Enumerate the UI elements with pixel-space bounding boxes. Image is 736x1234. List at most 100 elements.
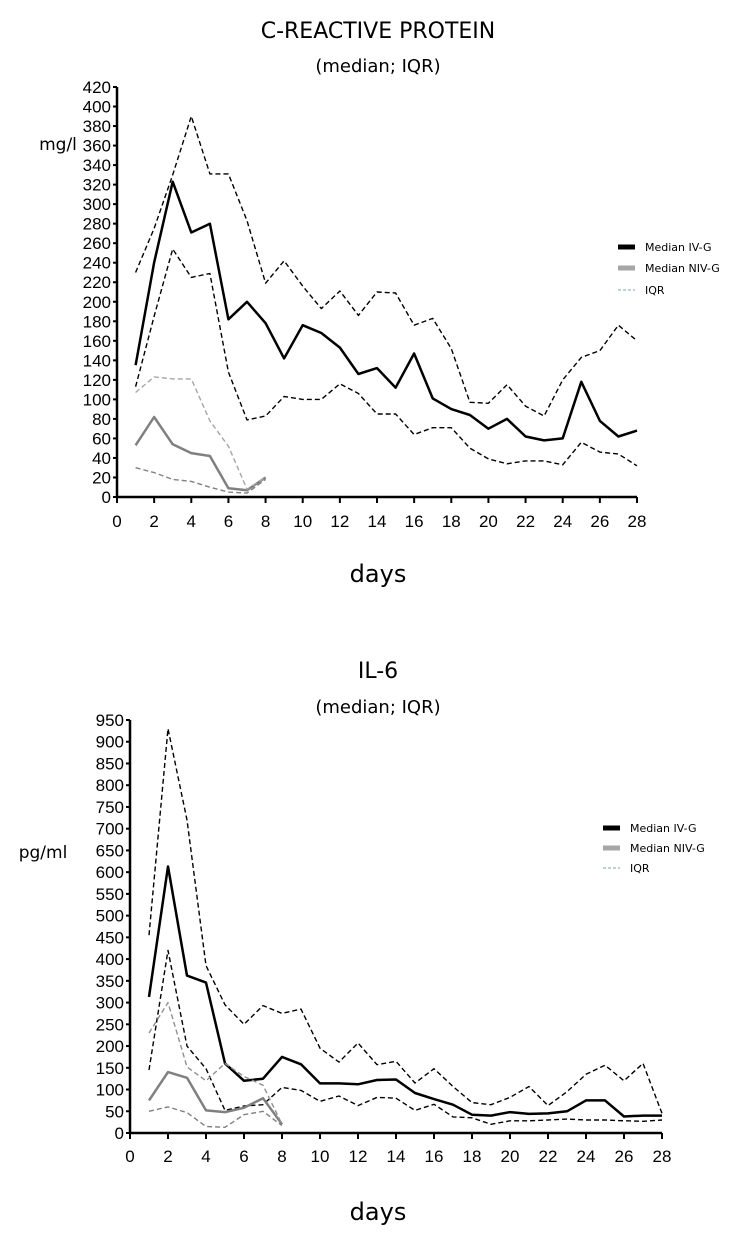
x-tick-label: 0 — [112, 512, 121, 531]
y-tick-label: 300 — [96, 994, 124, 1013]
y-tick-label: 320 — [83, 176, 111, 195]
y-tick-label: 900 — [96, 733, 124, 752]
y-tick-label: 380 — [83, 117, 111, 136]
y-tick-label: 20 — [92, 468, 111, 487]
series-line-iqr-niv-g-lower — [135, 467, 267, 494]
y-tick-label: 850 — [96, 754, 124, 773]
legend-label: Median IV-G — [645, 241, 712, 254]
legend-label: Median IV-G — [630, 822, 697, 835]
y-tick-label: 350 — [96, 972, 124, 991]
y-tick-label: 40 — [92, 449, 111, 468]
legend-label: IQR — [645, 284, 665, 297]
y-tick-label: 280 — [83, 215, 111, 234]
legend: Median IV-G Median NIV-G IQR — [603, 822, 705, 875]
x-tick-label: 10 — [311, 1147, 330, 1166]
x-tick-label: 4 — [187, 512, 196, 531]
series-line-iqr-niv-g-upper — [135, 376, 266, 490]
x-tick-label: 22 — [516, 512, 535, 531]
x-tick-label: 28 — [628, 512, 647, 531]
y-tick-label: 220 — [83, 273, 111, 292]
chart-title: IL-6 — [358, 659, 398, 684]
y-tick-label: 950 — [96, 711, 124, 730]
y-tick-label: 450 — [96, 928, 124, 947]
chart-title: C-REACTIVE PROTEIN — [261, 19, 496, 44]
x-tick-label: 18 — [463, 1147, 482, 1166]
y-tick-label: 80 — [92, 410, 111, 429]
x-tick-label: 18 — [442, 512, 461, 531]
y-tick-label: 500 — [96, 907, 124, 926]
series-line-iqr-niv-g-lower — [148, 1106, 283, 1129]
x-tick-label: 14 — [387, 1147, 406, 1166]
x-tick-label: 2 — [163, 1147, 172, 1166]
x-tick-label: 28 — [653, 1147, 672, 1166]
x-tick-label: 10 — [293, 512, 312, 531]
x-axis-label: days — [350, 1198, 407, 1226]
x-tick-label: 16 — [405, 512, 424, 531]
y-tick-label: 200 — [96, 1037, 124, 1056]
x-tick-label: 12 — [330, 512, 349, 531]
x-tick-label: 20 — [501, 1147, 520, 1166]
x-tick-label: 26 — [590, 512, 609, 531]
y-tick-label: 420 — [83, 78, 111, 97]
series-line-iqr-niv-g-upper — [148, 1001, 283, 1125]
series-line-iqr-iv-g-upper — [148, 728, 663, 1114]
x-tick-label: 0 — [125, 1147, 134, 1166]
legend-label: Median NIV-G — [645, 262, 720, 275]
x-tick-label: 2 — [149, 512, 158, 531]
legend-label: Median NIV-G — [630, 842, 705, 855]
series-line-median-niv-g — [147, 1070, 284, 1126]
series-line-median-iv-g — [147, 865, 662, 1118]
y-tick-label: 700 — [96, 820, 124, 839]
x-tick-label: 26 — [615, 1147, 634, 1166]
x-tick-label: 6 — [224, 512, 233, 531]
legend-label: IQR — [630, 862, 650, 875]
y-tick-label: 100 — [83, 390, 111, 409]
y-tick-label: 600 — [96, 863, 124, 882]
series-line-iqr-iv-g-upper — [134, 115, 638, 417]
y-tick-label: 800 — [96, 776, 124, 795]
y-tick-label: 140 — [83, 351, 111, 370]
chart-subtitle: (median; IQR) — [315, 56, 440, 77]
x-tick-label: 6 — [239, 1147, 248, 1166]
y-tick-label: 150 — [96, 1059, 124, 1078]
chart-subtitle: (median; IQR) — [315, 697, 440, 718]
y-tick-label: 0 — [115, 1124, 124, 1143]
x-tick-label: 12 — [349, 1147, 368, 1166]
legend: Median IV-G Median NIV-G IQR — [618, 241, 720, 297]
x-tick-label: 14 — [368, 512, 387, 531]
y-axis-label: pg/ml — [19, 843, 68, 863]
x-tick-label: 22 — [539, 1147, 558, 1166]
y-tick-label: 260 — [83, 234, 111, 253]
y-tick-label: 180 — [83, 312, 111, 331]
y-tick-label: 400 — [83, 98, 111, 117]
y-tick-label: 50 — [105, 1102, 124, 1121]
x-tick-label: 16 — [425, 1147, 444, 1166]
y-tick-label: 360 — [83, 137, 111, 156]
y-tick-label: 250 — [96, 1015, 124, 1034]
y-tick-label: 400 — [96, 950, 124, 969]
x-tick-label: 8 — [277, 1147, 286, 1166]
x-axis-label: days — [350, 560, 407, 588]
series-line-iqr-iv-g-lower — [134, 248, 638, 467]
x-tick-label: 4 — [201, 1147, 210, 1166]
y-tick-label: 0 — [102, 488, 111, 507]
y-tick-label: 60 — [92, 429, 111, 448]
series-line-median-niv-g — [134, 415, 267, 492]
series-line-median-iv-g — [134, 180, 638, 442]
chart-2: IL-6(median; IQR)pg/mldays05010015020025… — [19, 659, 705, 1226]
y-tick-label: 750 — [96, 798, 124, 817]
x-tick-label: 24 — [577, 1147, 596, 1166]
y-tick-label: 120 — [83, 371, 111, 390]
y-tick-label: 160 — [83, 332, 111, 351]
y-tick-label: 200 — [83, 293, 111, 312]
y-tick-label: 300 — [83, 195, 111, 214]
y-tick-label: 550 — [96, 885, 124, 904]
x-tick-label: 8 — [261, 512, 270, 531]
x-tick-label: 20 — [479, 512, 498, 531]
chart-1: C-REACTIVE PROTEIN (median; IQR) mg/l days 0… — [39, 19, 720, 588]
series-line-iqr-iv-g-lower — [148, 949, 663, 1126]
y-tick-label: 100 — [96, 1081, 124, 1100]
y-tick-label: 340 — [83, 156, 111, 175]
y-tick-label: 650 — [96, 841, 124, 860]
